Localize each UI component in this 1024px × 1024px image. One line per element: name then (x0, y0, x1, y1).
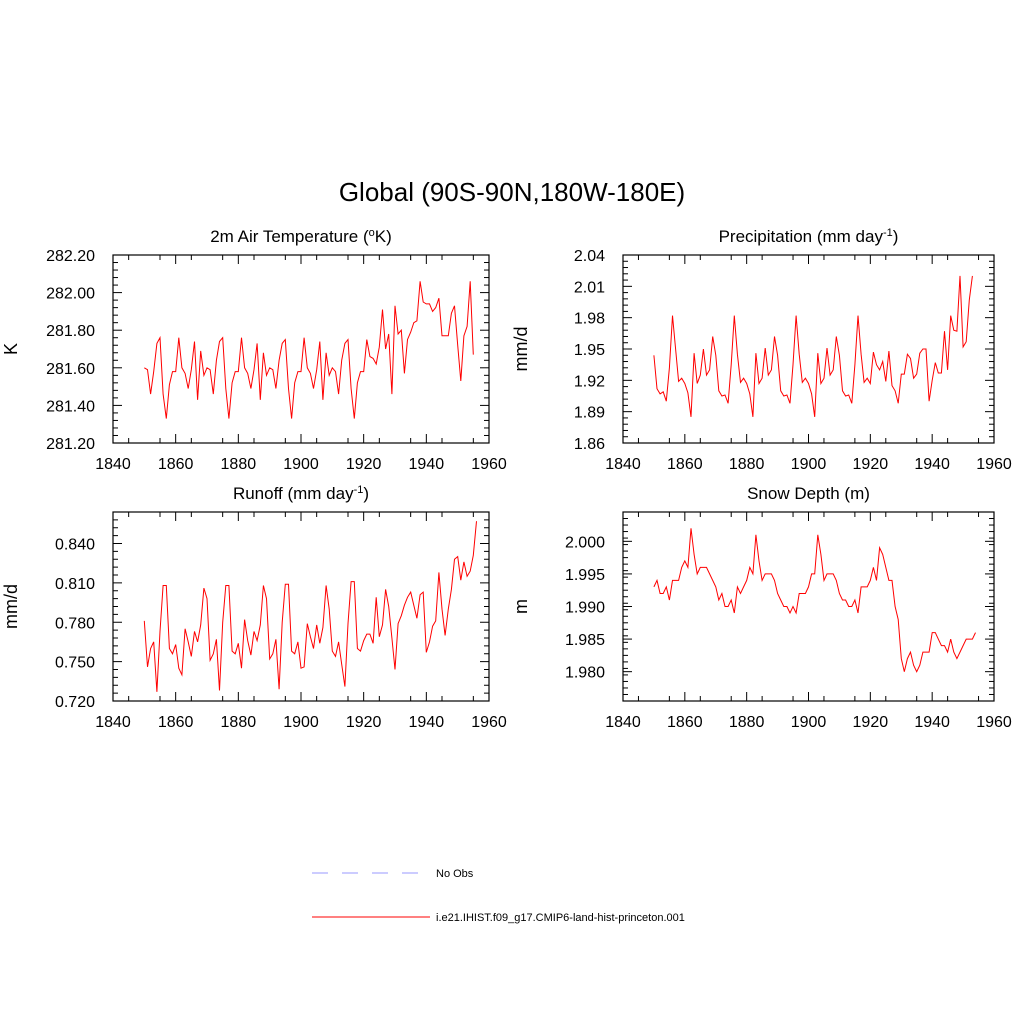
y-tick-label: 281.60 (46, 361, 95, 378)
y-tick-label: 1.89 (574, 405, 605, 422)
series-line (144, 281, 474, 419)
x-tick-label: 1900 (283, 456, 319, 473)
panel-title: Runoff (mm day-1) (233, 484, 369, 503)
panel-title-text: Precipitation (mm day (719, 227, 884, 246)
panel-title-text: 2m Air Temperature ( (210, 227, 369, 246)
panel-title-suffix: ) (363, 484, 369, 503)
x-tick-label: 1960 (976, 714, 1012, 731)
series-line (653, 275, 973, 417)
y-axis-label: mm/d (511, 327, 531, 372)
series-line (653, 528, 976, 673)
x-tick-label: 1920 (346, 714, 382, 731)
x-tick-label: 1920 (346, 456, 382, 473)
x-tick-label: 1940 (409, 714, 445, 731)
x-tick-label: 1900 (283, 714, 319, 731)
panel-4: Snow Depth (m) m 1840 1860 1880 1900 1920 1940 1… (511, 484, 1012, 731)
plot-frame (112, 511, 490, 702)
y-tick-label: 2.01 (574, 279, 605, 296)
x-tick-label: 1880 (221, 714, 257, 731)
plot-frame (622, 511, 995, 702)
plot-frame (622, 254, 995, 444)
panel-3: Runoff (mm day-1) mm/d 1840 1860 1880 1900 192… (1, 484, 507, 731)
x-tick-label: 1880 (729, 456, 765, 473)
x-tick-label: 1880 (729, 714, 765, 731)
x-tick-label: 1960 (471, 714, 507, 731)
y-tick-label: 0.810 (55, 576, 95, 593)
y-tick-label: 0.780 (55, 615, 95, 632)
panel-title-text: Snow Depth (m) (747, 484, 870, 503)
y-tick-label: 281.80 (46, 323, 95, 340)
y-axis-label: K (1, 343, 21, 355)
panel-1: 2m Air Temperature (oK) K 1840 1860 1880 1900… (1, 227, 507, 473)
x-tick-label: 1880 (221, 456, 257, 473)
panel-title: Snow Depth (m) (747, 484, 870, 503)
y-tick-label: 1.92 (574, 373, 605, 390)
panel-title-superscript: o (369, 227, 375, 239)
x-tick-label: 1960 (471, 456, 507, 473)
panel-2: Precipitation (mm day-1) mm/d 1840 1860 1880… (511, 227, 1012, 473)
y-tick-label: 2.04 (574, 248, 605, 265)
x-tick-label: 1840 (95, 456, 131, 473)
plot-frame (112, 254, 490, 444)
series-line (143, 521, 477, 692)
x-tick-label: 1900 (791, 714, 827, 731)
y-axis-label: m (511, 599, 531, 614)
y-tick-label: 1.86 (574, 436, 605, 453)
x-tick-label: 1960 (976, 456, 1012, 473)
legend-label: i.e21.IHIST.f09_g17.CMIP6-land-hist-prin… (436, 912, 685, 924)
x-tick-label: 1860 (667, 456, 703, 473)
main-title: Global (90S-90N,180W-180E) (339, 177, 685, 207)
panel-title-text: Runoff (mm day (233, 484, 354, 503)
y-tick-label: 1.985 (565, 632, 605, 649)
legend-label: No Obs (436, 868, 474, 880)
x-tick-label: 1840 (605, 456, 641, 473)
x-tick-label: 1940 (914, 456, 950, 473)
x-tick-label: 1860 (158, 714, 194, 731)
panels: 2m Air Temperature (oK) K 1840 1860 1880 1900… (1, 227, 1012, 731)
panel-title-superscript: -1 (883, 227, 893, 239)
legend: No Obs i.e21.IHIST.f09_g17.CMIP6-land-his… (312, 868, 685, 924)
panel-title-suffix: ) (893, 227, 899, 246)
x-tick-label: 1940 (409, 456, 445, 473)
x-tick-label: 1860 (667, 714, 703, 731)
y-tick-label: 2.000 (565, 534, 605, 551)
y-tick-label: 1.990 (565, 600, 605, 617)
x-tick-label: 1920 (853, 714, 889, 731)
y-tick-label: 281.40 (46, 398, 95, 415)
panel-title-suffix: K) (375, 227, 392, 246)
y-tick-label: 0.840 (55, 537, 95, 554)
x-tick-label: 1840 (95, 714, 131, 731)
y-tick-label: 282.00 (46, 286, 95, 303)
x-tick-label: 1900 (791, 456, 827, 473)
x-tick-label: 1940 (914, 714, 950, 731)
y-axis-label: mm/d (1, 584, 21, 629)
x-tick-label: 1860 (158, 456, 194, 473)
y-tick-label: 1.98 (574, 311, 605, 328)
panel-title-superscript: -1 (354, 484, 364, 496)
y-tick-label: 1.95 (574, 342, 605, 359)
y-tick-label: 281.20 (46, 436, 95, 453)
x-tick-label: 1920 (853, 456, 889, 473)
panel-title: 2m Air Temperature (oK) (210, 227, 392, 246)
y-tick-label: 0.720 (55, 694, 95, 711)
y-tick-label: 282.20 (46, 248, 95, 265)
y-tick-label: 1.995 (565, 567, 605, 584)
y-tick-label: 0.750 (55, 655, 95, 672)
panel-title: Precipitation (mm day-1) (719, 227, 899, 246)
x-tick-label: 1840 (605, 714, 641, 731)
y-tick-label: 1.980 (565, 665, 605, 682)
